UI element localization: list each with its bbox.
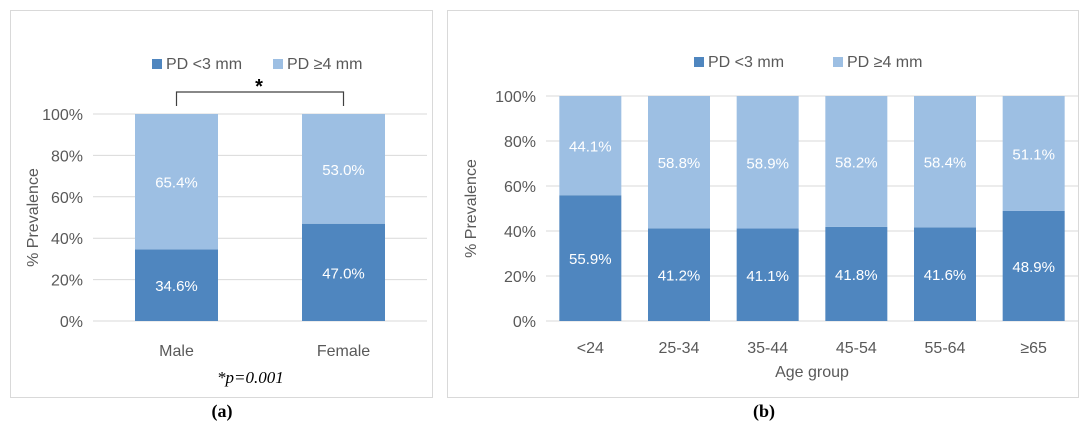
chart-a-data-label: 47.0% bbox=[322, 265, 365, 282]
chart-a-ytick-label: 80% bbox=[51, 148, 83, 165]
chart-a-category-label: Female bbox=[317, 343, 370, 360]
chart-b-bar-upper-1 bbox=[648, 96, 710, 229]
chart-b-data-label: 48.9% bbox=[1012, 259, 1055, 276]
chart-b-legend-label: PD ≥4 mm bbox=[847, 54, 922, 71]
chart-b-data-label: 58.4% bbox=[924, 155, 967, 172]
caption-b: (b) bbox=[753, 401, 775, 421]
chart-b-bar-lower-5 bbox=[1002, 210, 1065, 321]
chart-b-ytick-label: 20% bbox=[504, 269, 536, 286]
chart-a-ytick-label: 20% bbox=[51, 273, 83, 290]
chart-b-data-label: 41.6% bbox=[924, 267, 967, 284]
caption-a: (a) bbox=[211, 401, 233, 421]
chart-b-svg: 0% 20% 40% 60% 80% 100% 55.9% 44.1% <24 41.2% 58.8… bbox=[463, 54, 1078, 381]
chart-b-ytick-label: 100% bbox=[495, 89, 536, 106]
chart-a-bar-upper-1 bbox=[302, 114, 385, 224]
chart-b-bar-upper-3 bbox=[825, 96, 888, 227]
chart-b-data-label: 55.9% bbox=[569, 251, 612, 268]
chart-panel-a: 0% 20% 40% 60% 80% 100% 34.6% 65.4% Male 47.0% 53.… bbox=[10, 10, 433, 398]
chart-b-ytick-label: 0% bbox=[513, 314, 536, 331]
chart-b-y-axis-title: % Prevalence bbox=[463, 159, 480, 258]
chart-a-ytick-label: 60% bbox=[51, 190, 83, 207]
chart-b-bar-lower-0 bbox=[559, 195, 622, 321]
chart-b-bar-lower-2 bbox=[736, 228, 799, 321]
p-value-note: *p=0.001 bbox=[217, 368, 284, 387]
chart-b-data-label: 58.8% bbox=[658, 155, 701, 172]
chart-b-x-axis-title: Age group bbox=[775, 364, 849, 381]
chart-a-legend-label: PD ≥4 mm bbox=[287, 56, 362, 73]
chart-a-bar-upper-0 bbox=[135, 114, 218, 250]
chart-b-data-label: 44.1% bbox=[569, 139, 612, 156]
chart-a-ytick-label: 100% bbox=[42, 107, 83, 124]
chart-a-bar-lower-1 bbox=[302, 223, 385, 321]
chart-b-bar-upper-0 bbox=[559, 96, 622, 196]
chart-a-category-label: Male bbox=[159, 343, 194, 360]
significance-bracket bbox=[175, 91, 345, 106]
chart-b-legend-label: PD <3 mm bbox=[708, 54, 784, 71]
chart-b-legend-swatch bbox=[694, 57, 704, 67]
significance-asterisk: * bbox=[255, 76, 263, 98]
chart-b-ytick-label: 40% bbox=[504, 224, 536, 241]
chart-a-data-label: 65.4% bbox=[155, 175, 198, 192]
chart-b-category-label: 35-44 bbox=[747, 340, 788, 357]
chart-b-bar-lower-1 bbox=[648, 228, 710, 321]
chart-a-bar-lower-0 bbox=[135, 249, 218, 321]
chart-b-data-label: 51.1% bbox=[1012, 146, 1055, 163]
chart-b-category-label: 45-54 bbox=[836, 340, 877, 357]
chart-b-bar-upper-4 bbox=[914, 96, 976, 228]
chart-b-legend-swatch bbox=[833, 57, 843, 67]
chart-panel-b: 0% 20% 40% 60% 80% 100% 55.9% 44.1% <24 41.2% 58.8… bbox=[447, 10, 1079, 398]
chart-b-category-label: <24 bbox=[577, 340, 604, 357]
chart-a-ytick-label: 0% bbox=[60, 314, 83, 331]
chart-b-bar-lower-4 bbox=[914, 227, 976, 321]
chart-b-data-label: 41.8% bbox=[835, 267, 878, 284]
chart-a-legend-swatch bbox=[273, 59, 283, 69]
chart-a-legend-label: PD <3 mm bbox=[166, 56, 242, 73]
chart-b-ytick-label: 60% bbox=[504, 179, 536, 196]
chart-a-data-label: 34.6% bbox=[155, 278, 198, 295]
chart-a-svg: 0% 20% 40% 60% 80% 100% 34.6% 65.4% Male 47.0% 53.… bbox=[25, 56, 427, 387]
chart-b-category-label: ≥65 bbox=[1020, 340, 1047, 357]
chart-b-category-label: 25-34 bbox=[659, 340, 700, 357]
chart-b-data-label: 58.2% bbox=[835, 154, 878, 171]
chart-b-bar-lower-3 bbox=[825, 226, 888, 321]
chart-b-data-label: 41.2% bbox=[658, 268, 701, 285]
chart-b-bar-upper-5 bbox=[1002, 96, 1065, 211]
chart-b-ytick-label: 80% bbox=[504, 134, 536, 151]
chart-b-data-label: 58.9% bbox=[746, 155, 789, 172]
chart-a-ytick-label: 40% bbox=[51, 231, 83, 248]
chart-b-data-label: 41.1% bbox=[746, 268, 789, 285]
chart-a-legend-swatch bbox=[152, 59, 162, 69]
chart-a-y-axis-title: % Prevalence bbox=[25, 168, 42, 267]
chart-b-category-label: 55-64 bbox=[925, 340, 966, 357]
chart-a-data-label: 53.0% bbox=[322, 162, 365, 179]
chart-b-bar-upper-2 bbox=[736, 96, 799, 229]
